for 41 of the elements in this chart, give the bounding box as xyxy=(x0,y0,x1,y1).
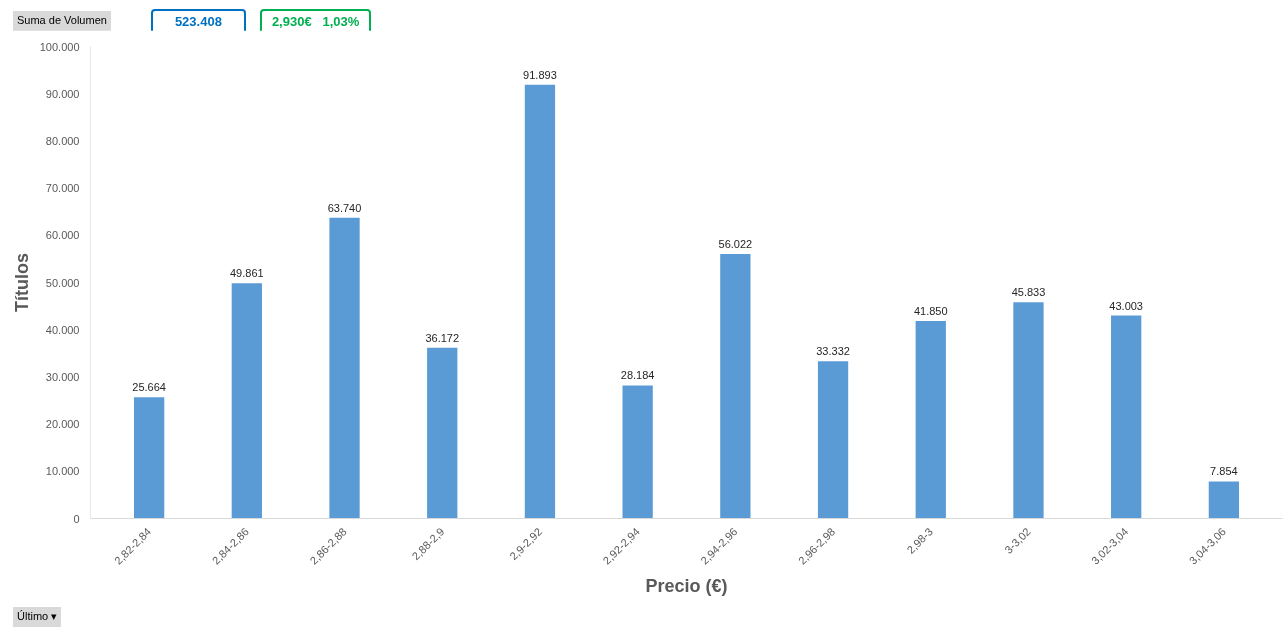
data-label: 45.833 xyxy=(1011,286,1046,299)
y-tick-label: 50.000 xyxy=(45,276,80,289)
bar xyxy=(622,385,653,519)
bar xyxy=(915,320,946,519)
text: Suma de Volumen xyxy=(13,11,111,31)
data-label: 33.332 xyxy=(816,345,850,358)
y-tick-label: 10.000 xyxy=(45,465,80,478)
y-tick-label: 60.000 xyxy=(45,229,80,242)
y-tick-label: 30.000 xyxy=(45,370,80,383)
x-axis-title: Precio (€) xyxy=(645,576,728,597)
data-label: 56.022 xyxy=(718,238,753,251)
data-label: 7.854 xyxy=(1210,465,1238,478)
data-label: 91.893 xyxy=(523,68,557,81)
y-tick-label: 40.000 xyxy=(45,323,80,336)
bar xyxy=(1013,302,1044,519)
text: Último ▾ xyxy=(13,607,62,627)
data-label: 28.184 xyxy=(620,369,655,382)
bar xyxy=(524,84,556,519)
bar xyxy=(720,254,751,519)
bar xyxy=(427,347,458,519)
y-tick-label: 90.000 xyxy=(45,87,80,100)
bar xyxy=(817,361,849,519)
y-tick-label: 0 xyxy=(73,512,80,525)
bar xyxy=(1111,315,1142,519)
bar xyxy=(231,283,262,519)
data-label: 41.850 xyxy=(913,304,948,317)
y-tick-label: 70.000 xyxy=(45,182,80,195)
text: 2,930€ 1,03% xyxy=(259,9,372,36)
data-label: 36.172 xyxy=(425,331,460,344)
bar xyxy=(329,217,360,519)
data-label: 25.664 xyxy=(132,381,166,394)
y-tick-label: 80.000 xyxy=(45,134,80,147)
data-label: 49.861 xyxy=(230,267,264,280)
y-axis-title: Títulos xyxy=(11,253,32,312)
text: 523.408 xyxy=(150,9,246,36)
bar xyxy=(133,397,165,519)
y-tick-label: 20.000 xyxy=(45,418,80,431)
bar xyxy=(1208,481,1240,519)
data-label: 43.003 xyxy=(1109,299,1144,312)
data-label: 63.740 xyxy=(327,201,362,214)
y-tick-label: 100.000 xyxy=(39,40,80,53)
